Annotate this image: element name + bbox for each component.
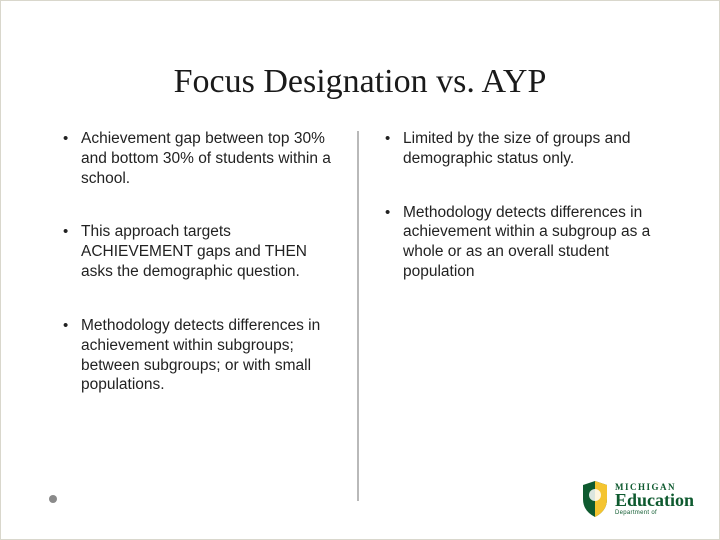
slide-title: Focus Designation vs. AYP: [49, 63, 671, 101]
list-item: This approach targets ACHIEVEMENT gaps a…: [59, 222, 339, 281]
list-item: Methodology detects differences in achie…: [381, 203, 661, 282]
left-bullet-list: Achievement gap between top 30% and bott…: [59, 129, 339, 395]
footer-dot-icon: [49, 495, 57, 503]
logo-line2: Education: [615, 491, 694, 509]
michigan-education-logo: MICHIGAN Education Department of: [579, 475, 697, 523]
right-bullet-list: Limited by the size of groups and demogr…: [381, 129, 661, 282]
left-column: Achievement gap between top 30% and bott…: [49, 129, 357, 501]
logo-line3: Department of: [615, 510, 694, 516]
list-item: Limited by the size of groups and demogr…: [381, 129, 661, 169]
logo-text: MICHIGAN Education Department of: [615, 483, 694, 516]
slide: Focus Designation vs. AYP Achievement ga…: [1, 1, 719, 539]
list-item: Methodology detects differences in achie…: [59, 316, 339, 395]
right-column: Limited by the size of groups and demogr…: [359, 129, 671, 501]
two-column-layout: Achievement gap between top 30% and bott…: [49, 129, 671, 501]
shield-icon: [579, 479, 611, 519]
list-item: Achievement gap between top 30% and bott…: [59, 129, 339, 188]
